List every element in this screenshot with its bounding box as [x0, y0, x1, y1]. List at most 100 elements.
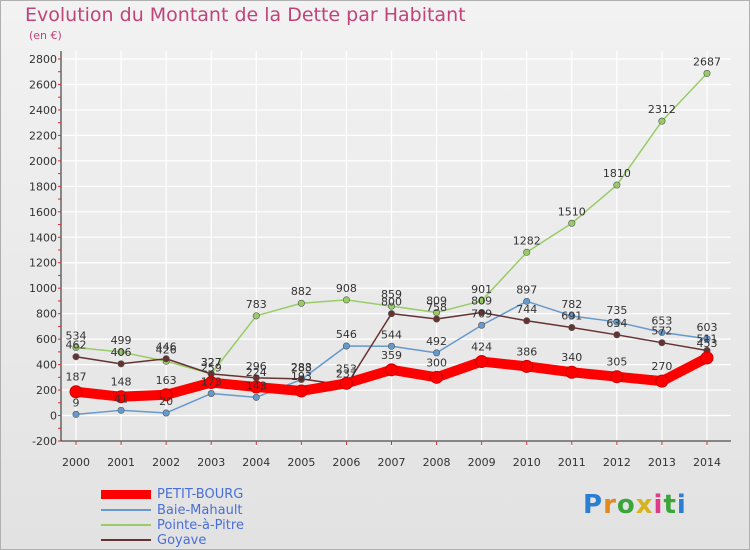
data-label: 406 [111, 346, 132, 359]
x-tick-label: 2013 [648, 456, 676, 469]
y-tick-label: 800 [36, 308, 57, 321]
data-point [658, 328, 666, 336]
data-point [297, 375, 305, 383]
chart-axes: -200 0 200 400 600 800 1000 1200 1400 1600 1800 200… [29, 51, 731, 469]
x-tick-label: 2002 [152, 456, 180, 469]
legend-label: PETIT-BOURG [157, 486, 244, 502]
data-label: 253 [336, 362, 357, 375]
data-point [568, 219, 576, 227]
legend-item: PETIT-BOURG [101, 486, 244, 502]
data-point [297, 299, 305, 307]
data-point [69, 385, 83, 399]
x-tick-label: 2008 [423, 456, 451, 469]
data-label: 283 [291, 361, 312, 374]
data-point [520, 359, 534, 373]
data-point [523, 297, 531, 305]
x-tick-label: 2011 [558, 456, 586, 469]
y-tick-label: 200 [36, 384, 57, 397]
data-point [430, 370, 444, 384]
data-point [342, 296, 350, 304]
data-label: 897 [516, 283, 537, 296]
legend-swatch [101, 489, 151, 499]
data-label: 534 [66, 330, 87, 343]
legend-label: Pointe-à-Pitre [157, 517, 244, 533]
data-label: 148 [111, 376, 132, 389]
data-label: 709 [471, 307, 492, 320]
data-label: 758 [426, 301, 447, 314]
data-label: 41 [114, 392, 128, 405]
data-point [703, 335, 711, 343]
data-point [478, 309, 486, 317]
data-label: 1282 [513, 234, 541, 247]
data-label: 809 [426, 295, 447, 308]
data-label: 143 [246, 379, 267, 392]
data-label: 237 [336, 367, 357, 380]
x-tick-label: 2012 [603, 456, 631, 469]
x-tick-label: 2005 [287, 456, 315, 469]
data-point [387, 342, 395, 350]
data-label: 163 [156, 374, 177, 387]
x-tick-label: 2010 [513, 456, 541, 469]
data-label: 2687 [693, 55, 721, 68]
data-label: 173 [201, 376, 222, 389]
data-point [117, 348, 125, 356]
y-tick-label: 0 [50, 410, 57, 423]
x-tick-label: 2001 [107, 456, 135, 469]
legend-item: Goyave [101, 533, 206, 548]
data-point [162, 355, 170, 363]
legend-item: Pointe-à-Pitre [101, 517, 244, 533]
data-label: 288 [291, 361, 312, 374]
data-point [613, 331, 621, 339]
y-tick-label: 1600 [29, 206, 57, 219]
data-point [162, 409, 170, 417]
data-label: 424 [471, 341, 492, 354]
data-point [114, 390, 128, 404]
data-label: 224 [246, 366, 267, 379]
data-point [658, 339, 666, 347]
data-label: 859 [381, 288, 402, 301]
data-label: 2312 [648, 103, 676, 116]
data-label: 20 [159, 395, 173, 408]
data-point [117, 406, 125, 414]
x-tick-label: 2000 [62, 456, 90, 469]
data-label: 305 [606, 356, 627, 369]
data-point [433, 315, 441, 323]
data-label: 187 [66, 371, 87, 384]
data-point [613, 318, 621, 326]
data-label: 634 [606, 317, 627, 330]
x-tick-label: 2007 [378, 456, 406, 469]
data-point [339, 376, 353, 390]
data-label: 511 [697, 332, 718, 345]
data-label: 691 [561, 310, 582, 323]
data-point [207, 390, 215, 398]
y-tick-label: 2200 [29, 129, 57, 142]
data-point [613, 181, 621, 189]
data-label: 492 [426, 335, 447, 348]
chart-data-labels: 187 148 163 259 224 193 253 359 300 424 386 340 305 2… [66, 55, 722, 409]
data-point [249, 380, 263, 394]
data-label: 800 [381, 296, 402, 309]
data-point [387, 310, 395, 318]
data-label: 572 [651, 325, 672, 338]
data-point [565, 365, 579, 379]
data-point [475, 355, 489, 369]
y-tick-label: 2000 [29, 155, 57, 168]
data-point [387, 302, 395, 310]
data-point [117, 360, 125, 368]
y-tick-label: -200 [32, 435, 57, 448]
data-point [478, 297, 486, 305]
data-label: 327 [201, 356, 222, 369]
y-tick-label: 2800 [29, 53, 57, 66]
data-point [700, 351, 714, 365]
chart-series [69, 69, 714, 418]
data-label: 386 [516, 345, 537, 358]
data-point [72, 353, 80, 361]
x-tick-label: 2009 [468, 456, 496, 469]
data-label: 603 [697, 321, 718, 334]
data-label: 908 [336, 282, 357, 295]
data-label: 446 [156, 341, 177, 354]
data-label: 193 [291, 370, 312, 383]
data-point [523, 317, 531, 325]
data-point [610, 370, 624, 384]
